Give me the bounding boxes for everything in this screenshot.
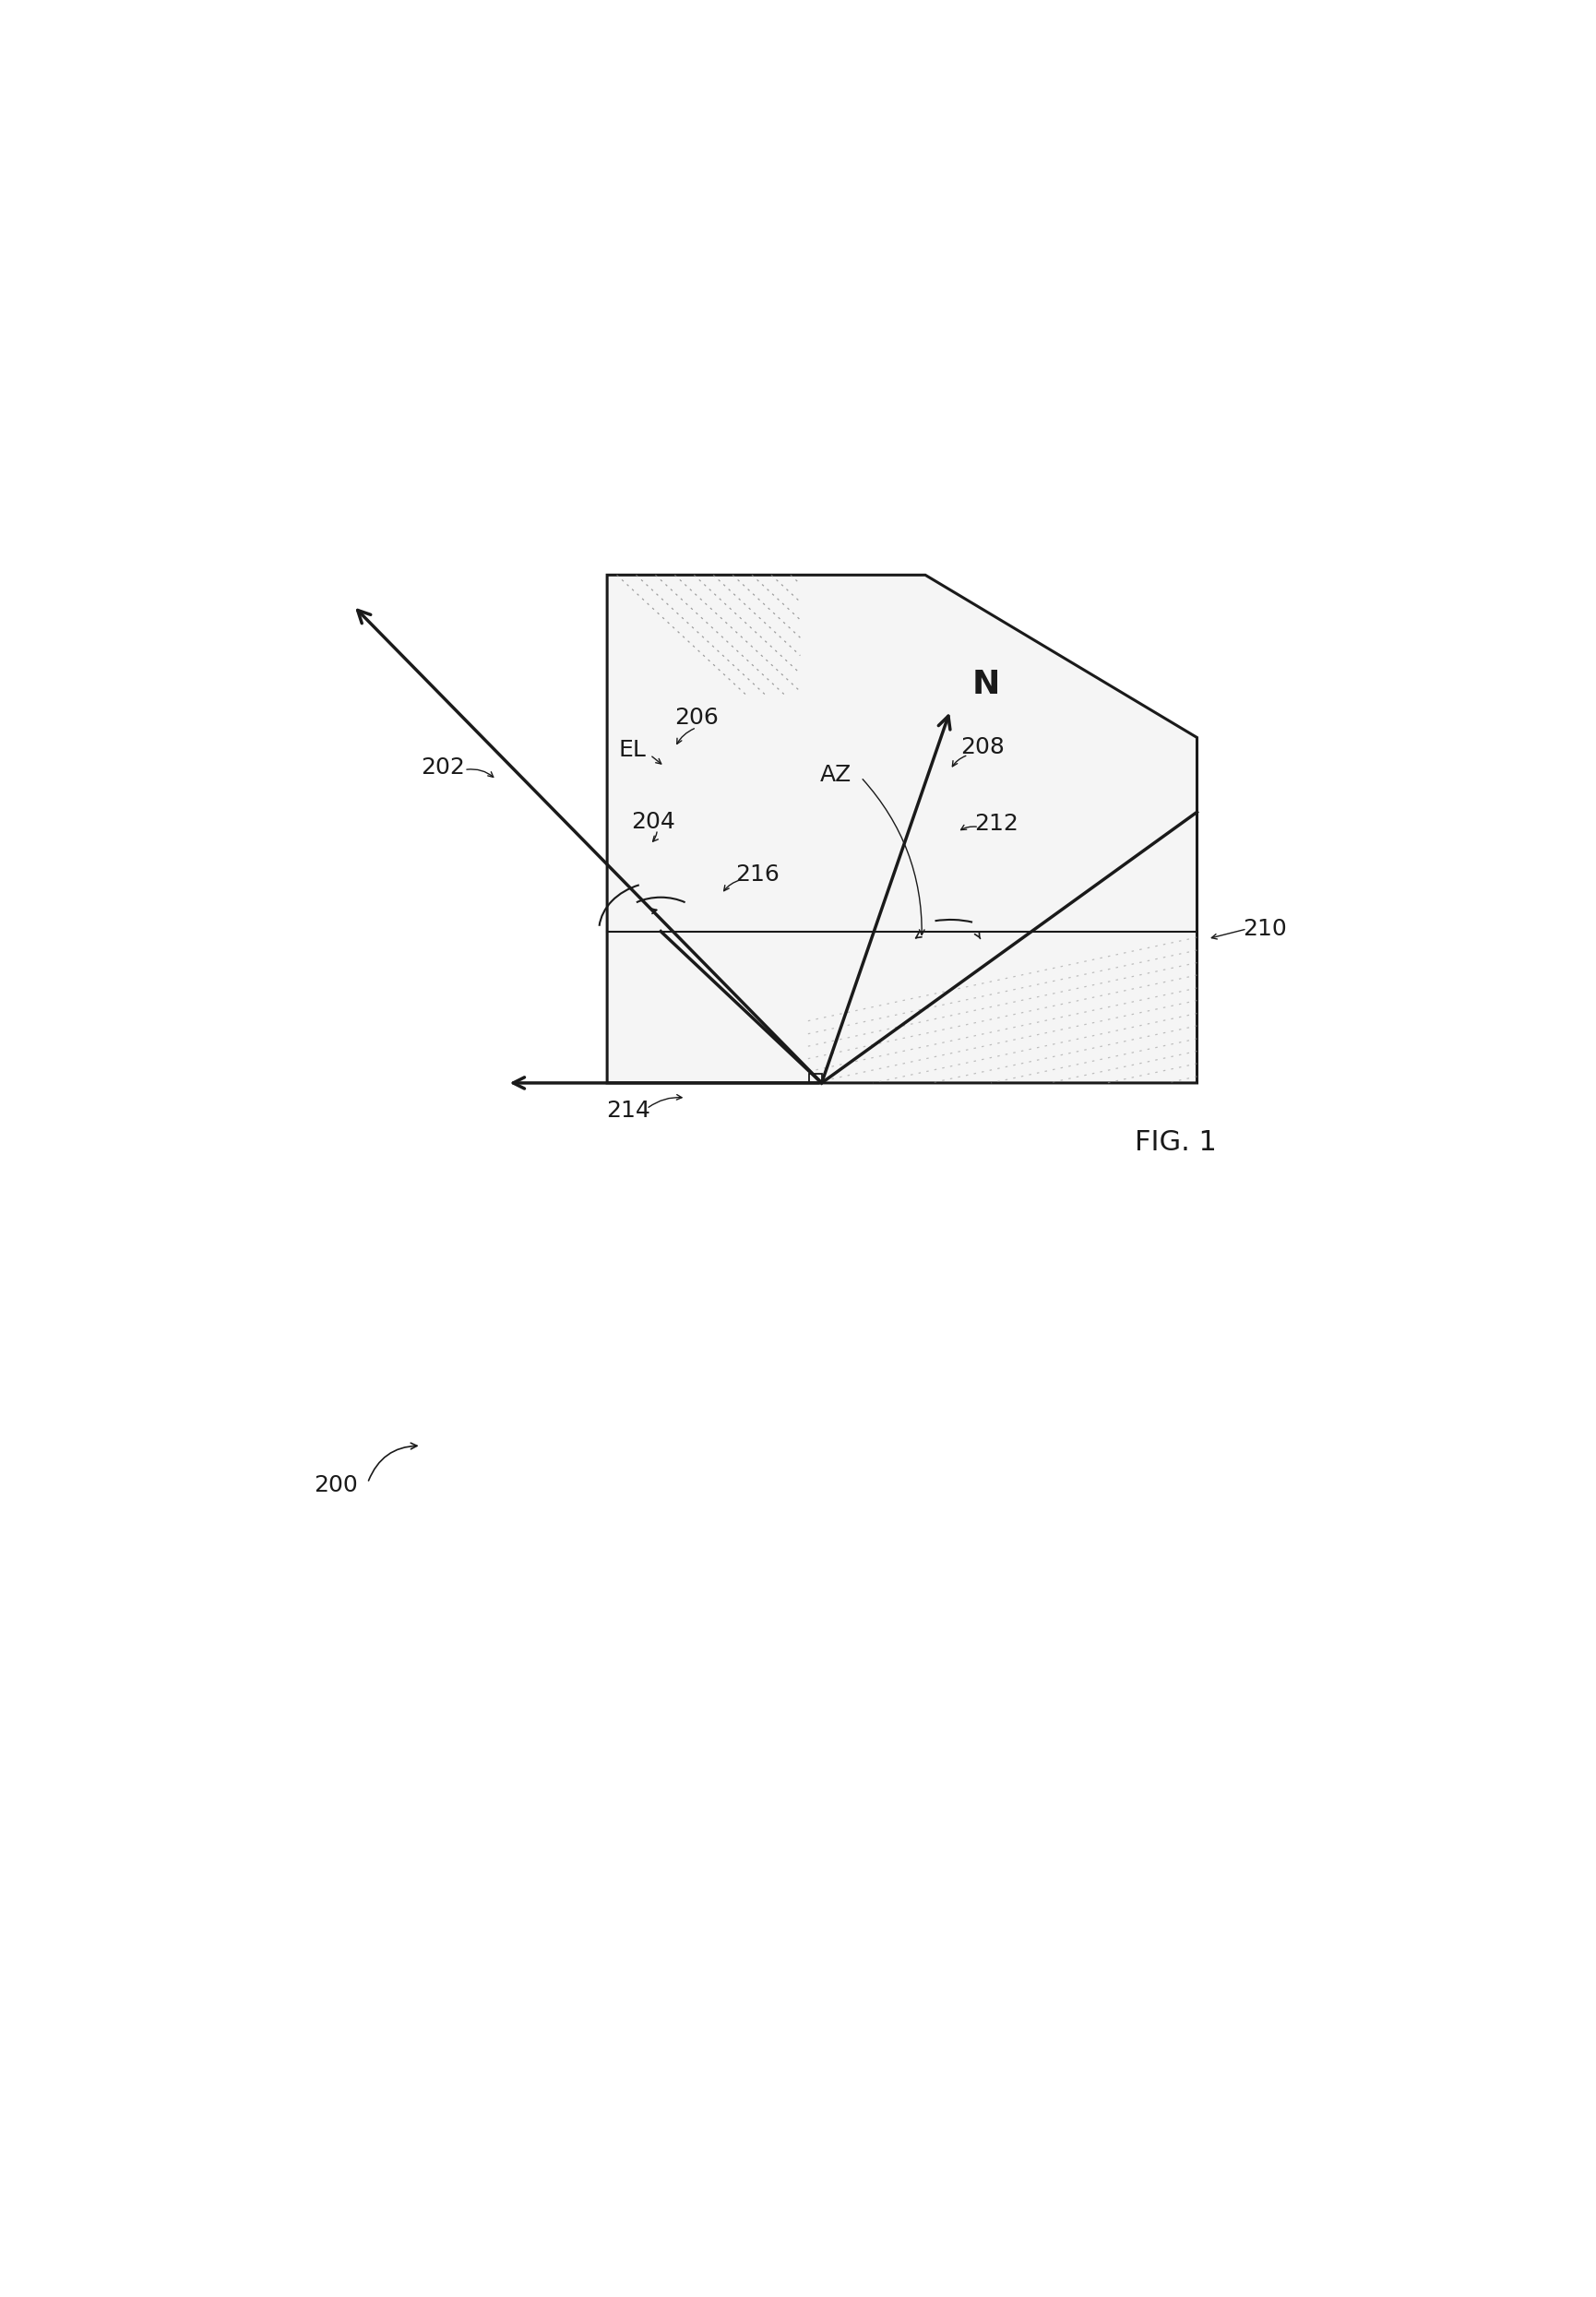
Text: 216: 216 [734, 864, 779, 884]
Polygon shape [606, 574, 1197, 1082]
FancyArrowPatch shape [653, 832, 658, 841]
FancyArrowPatch shape [648, 1096, 681, 1107]
Text: AZ: AZ [820, 763, 851, 786]
Text: 204: 204 [630, 811, 675, 834]
Text: 208: 208 [959, 737, 1004, 758]
Text: FIG. 1: FIG. 1 [1133, 1130, 1216, 1155]
FancyArrowPatch shape [951, 756, 966, 767]
Text: 214: 214 [606, 1100, 650, 1121]
FancyArrowPatch shape [1211, 930, 1243, 939]
FancyArrowPatch shape [862, 779, 924, 935]
FancyArrowPatch shape [677, 728, 694, 744]
FancyArrowPatch shape [723, 880, 741, 891]
Text: 210: 210 [1242, 919, 1286, 939]
Text: 206: 206 [674, 707, 718, 728]
FancyArrowPatch shape [961, 825, 975, 829]
Text: EL: EL [618, 740, 645, 760]
FancyArrowPatch shape [466, 769, 493, 776]
Text: 212: 212 [974, 813, 1018, 834]
FancyArrowPatch shape [369, 1443, 417, 1482]
Text: 202: 202 [420, 756, 464, 779]
Text: 200: 200 [313, 1475, 358, 1498]
FancyArrowPatch shape [651, 756, 661, 765]
Text: N: N [972, 668, 999, 701]
